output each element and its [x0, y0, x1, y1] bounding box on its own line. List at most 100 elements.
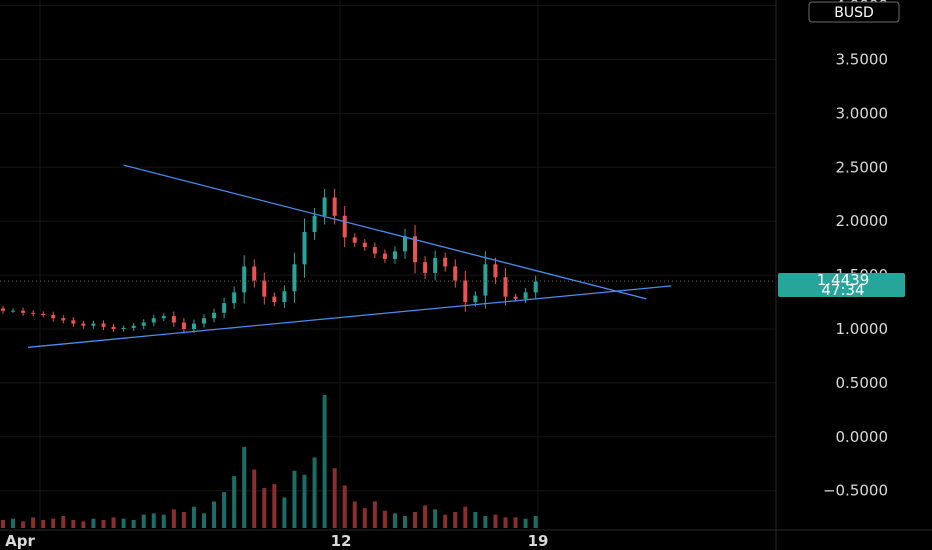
volume-bar [171, 509, 176, 528]
price-tick-label: 1.0000 [836, 320, 889, 338]
candle [262, 272, 267, 305]
candle [121, 325, 126, 332]
time-axis[interactable]: Apr 12 19 [5, 532, 548, 550]
volume-bars [1, 395, 538, 528]
candle [413, 225, 418, 274]
current-price-value: 1.4439 [817, 271, 870, 289]
candle [443, 252, 448, 272]
volume-bar [332, 468, 337, 528]
volume-bar [121, 518, 126, 528]
candle [342, 206, 347, 248]
candle [131, 322, 136, 331]
candle [232, 286, 237, 310]
volume-bar [202, 513, 206, 528]
candle [533, 275, 538, 299]
candle [352, 233, 357, 247]
volume-bar [11, 518, 16, 528]
volume-bar [463, 506, 468, 528]
volume-bar [342, 485, 347, 528]
volume-bar [533, 516, 538, 528]
current-price-countdown: 47:34 [821, 281, 864, 299]
volume-bar [242, 446, 247, 528]
trendline[interactable] [123, 164, 647, 300]
time-tick-label: 12 [331, 532, 352, 550]
volume-bar [141, 514, 146, 528]
volume-bar [302, 474, 307, 528]
candle [282, 285, 287, 308]
price-tick-label: 0.5000 [836, 374, 889, 392]
volume-bar [111, 517, 116, 528]
time-tick-label: 19 [528, 532, 549, 550]
volume-bar [81, 521, 86, 528]
volume-bar [272, 484, 277, 528]
time-tick-label: Apr [5, 532, 35, 550]
currency-badge-label: BUSD [834, 5, 874, 21]
volume-bar [403, 516, 407, 528]
volume-bar [513, 517, 518, 528]
price-tick-label: 2.5000 [836, 158, 889, 176]
candle [71, 317, 76, 327]
volume-bar [51, 518, 56, 528]
candle [11, 308, 16, 313]
candle [362, 239, 367, 251]
volume-bar [101, 520, 106, 528]
candle [31, 310, 36, 317]
volume-bar [453, 512, 458, 528]
volume-bar [392, 513, 397, 528]
candle [181, 318, 186, 334]
volume-bar [362, 508, 367, 528]
candle [453, 259, 458, 288]
candle [382, 249, 387, 263]
volume-bar [312, 457, 317, 528]
volume-bar [423, 505, 428, 528]
candle [21, 307, 26, 316]
volume-bar [71, 520, 76, 528]
candle [503, 268, 508, 306]
candle [41, 311, 46, 318]
volume-bar [222, 492, 227, 528]
candle [51, 311, 56, 322]
candle [111, 323, 116, 332]
candle [191, 319, 196, 334]
candle [483, 251, 488, 309]
volume-bar [31, 517, 36, 528]
candle [91, 320, 96, 329]
currency-badge[interactable]: BUSD [808, 1, 900, 23]
volume-bar [61, 516, 66, 528]
volume-bar [292, 470, 297, 528]
candle [372, 242, 377, 258]
candle [141, 319, 146, 330]
candle [242, 255, 247, 304]
volume-bar [161, 514, 166, 528]
candle [61, 315, 66, 324]
candle [292, 252, 297, 303]
candle [423, 256, 428, 279]
price-axis[interactable]: 4.00003.50003.00002.50002.00001.50001.00… [823, 0, 888, 500]
price-tick-label: −0.5000 [823, 482, 888, 500]
volume-bar [212, 501, 217, 528]
candle [222, 297, 227, 319]
candle [523, 287, 528, 304]
volume-bar [262, 488, 267, 528]
candle [302, 218, 307, 278]
volume-bar [483, 516, 488, 528]
trendline[interactable] [28, 285, 672, 348]
volume-bar [1, 520, 5, 528]
volume-bar [473, 512, 478, 528]
candle [473, 291, 478, 307]
candle [433, 250, 438, 281]
volume-bar [191, 506, 196, 528]
candle [151, 314, 156, 327]
volume-bar [322, 395, 327, 528]
price-tick-label: 2.0000 [836, 212, 889, 230]
volume-bar [151, 513, 156, 528]
volume-bar [413, 512, 418, 528]
volume-bar [131, 520, 136, 528]
candle [202, 314, 206, 328]
trendlines[interactable] [28, 164, 672, 348]
volume-bar [232, 476, 237, 528]
candle [212, 308, 217, 323]
candle [81, 320, 86, 329]
